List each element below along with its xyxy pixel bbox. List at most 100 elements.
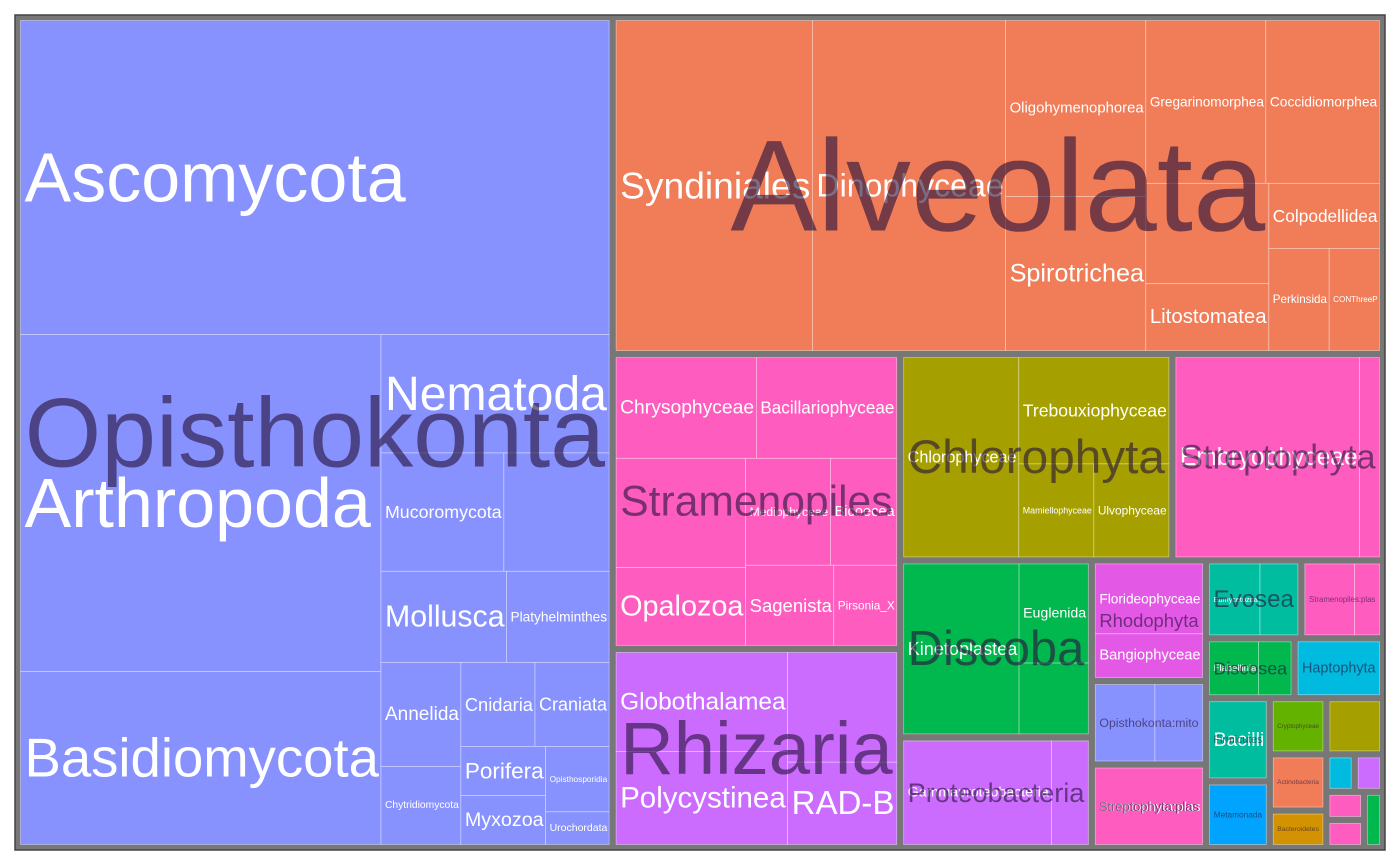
group-chloroplastida[interactable] [1367, 794, 1380, 845]
subgroup-tile-cnidaria[interactable] [460, 661, 536, 747]
subgroup-tile-ulvophyceae[interactable] [1093, 463, 1170, 558]
subgroup-label-polycystinea: Polycystinea [620, 781, 786, 814]
group-actinobacteria[interactable] [1272, 757, 1324, 808]
group-opisthokonta[interactable]: Ascomycota Arthropoda Basidiomycota Nematod… [20, 20, 610, 845]
subgroup-tile-mamiellophyceae[interactable] [1018, 463, 1095, 558]
subgroup-tile-opalozoa[interactable] [615, 567, 747, 646]
group-label-rhizaria: Rhizaria [620, 707, 893, 790]
subgroup-tile-unnamed[interactable] [1357, 757, 1380, 789]
subgroup-tile-unnamed[interactable] [1018, 662, 1089, 735]
subgroup-tile-bacilli[interactable] [1209, 701, 1267, 779]
subgroup-tile-polycystinea[interactable] [615, 750, 788, 845]
group-telonemia[interactable] [1329, 794, 1362, 817]
group-haptophyta-plas[interactable] [1329, 757, 1352, 789]
subgroup-tile-opisthosporidia[interactable] [545, 746, 610, 813]
subgroup-tile-mucoromycota[interactable] [380, 452, 505, 572]
group-stramenopiles[interactable]: Chrysophyceae Bacillariophyceae Opalozoa Me… [615, 357, 898, 646]
group-haptophyta[interactable] [1297, 641, 1380, 696]
subgroup-label-oligohymenophorea: Oligohymenophorea [1010, 101, 1145, 117]
group-firmicutes[interactable]: Bacilli [1209, 701, 1267, 779]
subgroup-tile-basidiomycota[interactable] [20, 671, 382, 845]
group-metamonada[interactable] [1209, 784, 1267, 845]
group-chlorophyta-plas[interactable] [1329, 701, 1380, 752]
group-stramenopiles-plas[interactable] [1304, 563, 1380, 636]
subgroup-tile-gammaproteobacteria[interactable] [903, 740, 1052, 845]
subgroup-tile-unnamed[interactable] [1272, 701, 1324, 752]
subgroup-tile-unnamed[interactable] [1209, 784, 1267, 845]
subgroup-tile-rad-b[interactable] [787, 761, 898, 845]
subgroup-tile-myxozoa[interactable] [460, 795, 546, 845]
subgroup-tile-spirotrichea[interactable] [1005, 196, 1147, 351]
subgroup-tile-platyhelminthes[interactable] [506, 570, 610, 663]
subgroup-tile-urochordata[interactable] [545, 811, 610, 845]
subgroup-tile-coccidiomorphea[interactable] [1265, 20, 1380, 184]
group-proteobacteria[interactable]: Gammaproteobacteria [903, 740, 1089, 845]
subgroup-tile-unnamed[interactable] [1329, 757, 1352, 789]
subgroup-tile-unnamed[interactable] [1329, 701, 1380, 752]
subgroup-tile-florideophyceae[interactable] [1094, 563, 1203, 635]
subgroup-tile-colpodellidea[interactable] [1268, 182, 1380, 249]
group-discosea[interactable]: Flabellinia [1209, 641, 1292, 696]
group-chlorophyta[interactable]: Chlorophyceae Trebouxiophyceae Mamiellophy… [903, 357, 1170, 558]
subgroup-tile-unnamed[interactable] [1329, 794, 1362, 817]
subgroup-tile-unnamed[interactable] [503, 452, 610, 572]
group-alveolata[interactable]: Syndiniales Dinophyceae Oligohymenophorea S… [615, 20, 1380, 351]
group-rhodophyta[interactable]: Florideophyceae Bangiophyceae [1094, 563, 1203, 678]
group-streptophyta-plas[interactable]: Streptophyta:plas [1094, 767, 1203, 845]
subgroup-tile-porifera[interactable] [460, 746, 546, 796]
subgroup-tile-streptophyta-plas[interactable] [1094, 767, 1203, 845]
subgroup-tile-bacillariophyceae[interactable] [756, 357, 898, 459]
subgroup-tile-unnamed[interactable] [1354, 563, 1380, 636]
subgroup-tile-conthreep[interactable] [1328, 247, 1380, 351]
subgroup-tile-sagenista[interactable] [745, 564, 835, 646]
subgroup-tile-flabellinia[interactable] [1209, 641, 1259, 696]
subgroup-tile-unnamed[interactable] [1259, 563, 1299, 636]
subgroup-tile-oligohymenophorea[interactable] [1005, 20, 1147, 197]
subgroup-tile-unnamed[interactable] [1145, 182, 1270, 285]
subgroup-tile-chlorophyceae[interactable] [903, 357, 1020, 558]
subgroup-tile-mollusca[interactable] [380, 570, 507, 663]
subgroup-tile-unnamed[interactable] [1304, 563, 1356, 636]
subgroup-tile-annelida[interactable] [380, 661, 462, 767]
subgroup-tile-gregarinomorphea[interactable] [1145, 20, 1267, 184]
subgroup-tile-pirsonia-x[interactable] [833, 564, 898, 646]
subgroup-tile-unnamed[interactable] [1359, 357, 1380, 558]
subgroup-tile-unnamed[interactable] [1297, 641, 1380, 696]
subgroup-tile-chytridiomycota[interactable] [380, 766, 462, 845]
subgroup-tile-trebouxiophyceae[interactable] [1018, 357, 1170, 465]
subgroup-tile-unnamed[interactable] [1094, 684, 1156, 762]
subgroup-tile-litostomatea[interactable] [1145, 283, 1270, 351]
subgroup-tile-unnamed[interactable] [1051, 740, 1089, 845]
subgroup-tile-unnamed[interactable] [1272, 813, 1324, 845]
group-ellobiopsidae[interactable] [1329, 823, 1362, 845]
subgroup-tile-unnamed[interactable] [615, 457, 747, 568]
subgroup-tile-bangiophyceae[interactable] [1094, 633, 1203, 678]
subgroup-tile-mediophyceae[interactable] [745, 457, 831, 566]
subgroup-tile-unnamed[interactable] [787, 652, 898, 763]
subgroup-tile-arthropoda[interactable] [20, 334, 382, 673]
group-picozoa[interactable] [1357, 757, 1380, 789]
group-discoba[interactable]: Kinetoplastea Euglenida [903, 563, 1089, 735]
group-cryptophyceae[interactable] [1272, 701, 1324, 752]
subgroup-tile-dinophyceae[interactable] [812, 20, 1007, 351]
subgroup-tile-ascomycota[interactable] [20, 20, 610, 335]
subgroup-tile-craniata[interactable] [534, 661, 610, 747]
group-rhizaria[interactable]: Globothalamea Polycystinea RAD-B [615, 652, 898, 845]
subgroup-tile-unnamed[interactable] [1329, 823, 1362, 845]
subgroup-tile-unnamed[interactable] [1154, 684, 1203, 762]
subgroup-tile-perkinsida[interactable] [1268, 247, 1330, 351]
subgroup-tile-nematoda[interactable] [380, 334, 610, 454]
subgroup-tile-syndiniales[interactable] [615, 20, 813, 351]
subgroup-tile-eumycetozoa[interactable] [1209, 563, 1261, 636]
subgroup-tile-embryophyceae[interactable] [1175, 357, 1361, 558]
group-label-haptophyta: Haptophyta [1302, 660, 1376, 676]
subgroup-tile-unnamed[interactable] [1272, 757, 1324, 808]
group-opisthokonta-mito[interactable] [1094, 684, 1203, 762]
subgroup-tile-kinetoplastea[interactable] [903, 563, 1020, 735]
subgroup-tile-centramoebia[interactable] [1258, 641, 1292, 696]
subgroup-tile-globothalamea[interactable] [615, 652, 788, 752]
group-evosea[interactable]: Eumycetozoa [1209, 563, 1299, 636]
group-bacteroidetes[interactable] [1272, 813, 1324, 845]
group-streptophyta[interactable]: Embryophyceae [1175, 357, 1380, 558]
subgroup-tile-unnamed[interactable] [1367, 794, 1380, 845]
